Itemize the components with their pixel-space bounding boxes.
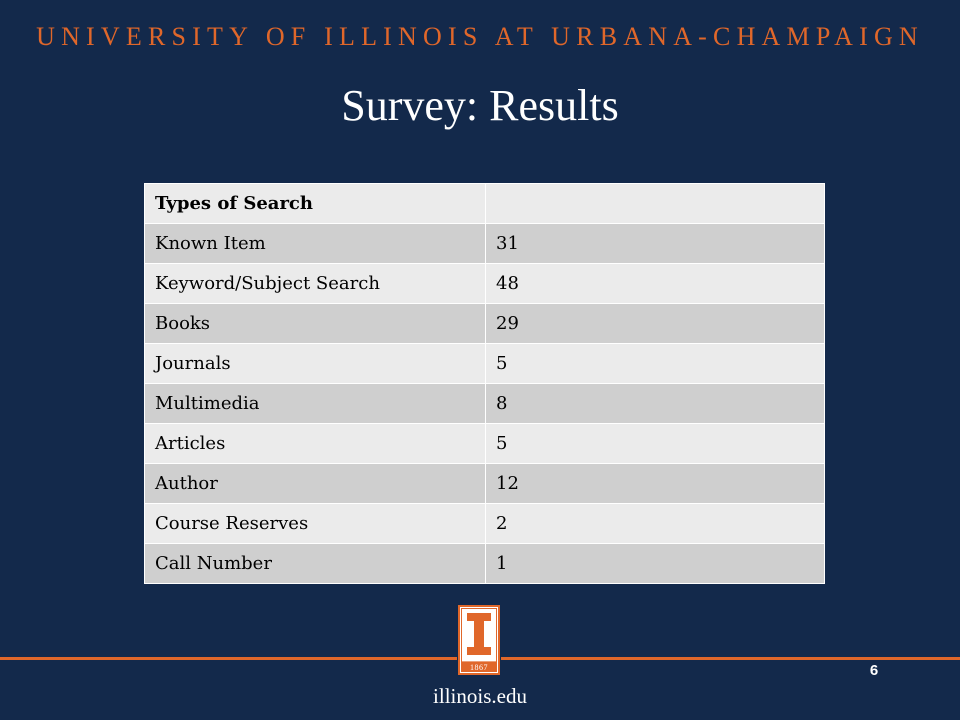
search-type-cell: Course Reserves	[144, 503, 486, 544]
count-cell: 48	[485, 263, 825, 304]
table-row: Course Reserves 2	[144, 503, 825, 544]
count-cell: 29	[485, 303, 825, 344]
results-table: Types of Search Known Item 31 Keyword/Su…	[144, 183, 825, 584]
table-row: Keyword/Subject Search 48	[144, 263, 825, 304]
search-type-cell: Known Item	[144, 223, 486, 264]
logo-year: 1867	[470, 663, 488, 672]
footer-url[interactable]: illinois.edu	[433, 684, 527, 708]
count-cell: 2	[485, 503, 825, 544]
count-cell: 5	[485, 423, 825, 464]
table-row: Known Item 31	[144, 223, 825, 264]
search-type-cell: Multimedia	[144, 383, 486, 424]
count-cell: 31	[485, 223, 825, 264]
page-title: Survey: Results	[341, 81, 619, 130]
table-header-cell: Types of Search	[144, 183, 486, 224]
count-cell: 8	[485, 383, 825, 424]
page-number: 6	[869, 662, 879, 679]
table-row: Multimedia 8	[144, 383, 825, 424]
search-type-cell: Call Number	[144, 543, 486, 584]
search-type-cell: Books	[144, 303, 486, 344]
table-row: Books 29	[144, 303, 825, 344]
illinois-block-i-logo: 1867	[457, 604, 501, 676]
table-header-cell	[485, 183, 825, 224]
table-row: Call Number 1	[144, 543, 825, 584]
table-row: Author 12	[144, 463, 825, 504]
search-type-cell: Articles	[144, 423, 486, 464]
table-row: Articles 5	[144, 423, 825, 464]
search-type-cell: Keyword/Subject Search	[144, 263, 486, 304]
university-name: UNIVERSITY OF ILLINOIS AT URBANA-CHAMPAI…	[36, 22, 924, 51]
search-type-cell: Author	[144, 463, 486, 504]
count-cell: 12	[485, 463, 825, 504]
table-header-row: Types of Search	[144, 183, 825, 224]
search-type-cell: Journals	[144, 343, 486, 384]
count-cell: 1	[485, 543, 825, 584]
count-cell: 5	[485, 343, 825, 384]
table-row: Journals 5	[144, 343, 825, 384]
